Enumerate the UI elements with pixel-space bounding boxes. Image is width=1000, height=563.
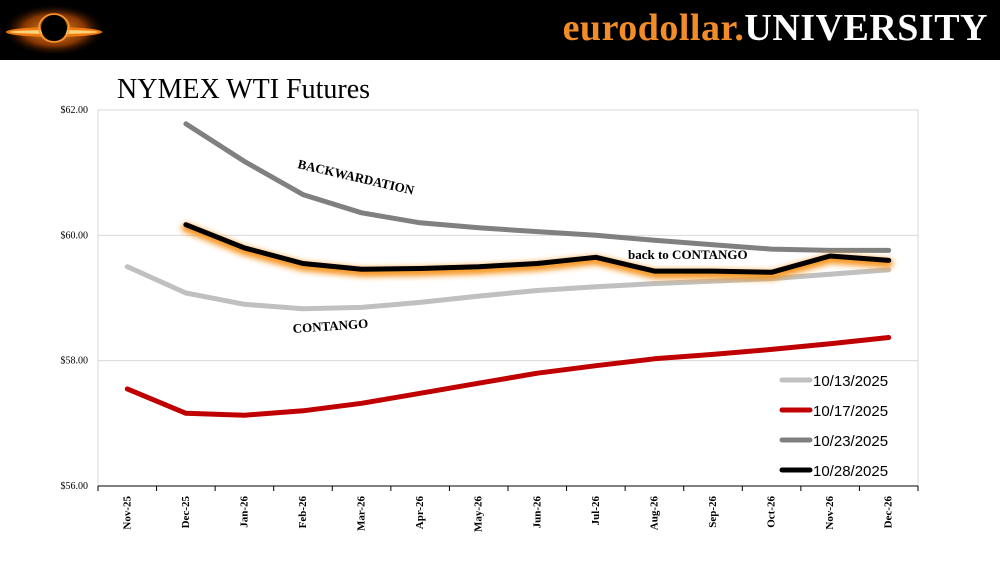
- x-tick-label: Jul-26: [590, 496, 602, 526]
- x-tick-label: Aug-26: [648, 496, 660, 531]
- x-tick-label: Jun-26: [531, 496, 543, 529]
- y-tick-label: $58.00: [61, 356, 89, 367]
- legend-label: 10/28/2025: [813, 463, 888, 480]
- x-tick-label: Oct-26: [766, 496, 778, 528]
- series-line: [183, 222, 892, 275]
- chart-annotation: CONTANGO: [292, 316, 368, 336]
- series-glow: [181, 223, 894, 280]
- y-tick-label: $62.00: [61, 105, 89, 116]
- x-tick-label: May-26: [473, 496, 485, 533]
- x-tick-label: Dec-26: [883, 496, 895, 529]
- chart-title: NYMEX WTI Futures: [117, 74, 371, 105]
- x-tick-label: Nov-25: [121, 496, 133, 530]
- series-line: [183, 121, 892, 253]
- brand-wordmark: eurodollar.UNIVERSITY: [563, 6, 988, 50]
- x-tick-label: Mar-26: [356, 496, 368, 532]
- chart-annotation: BACKWARDATION: [296, 156, 416, 198]
- y-tick-label: $56.00: [61, 481, 89, 492]
- x-tick-label: Sep-26: [707, 496, 719, 528]
- x-tick-label: Jan-26: [238, 496, 250, 528]
- x-tick-label: Feb-26: [297, 496, 309, 529]
- x-tick-label: Nov-26: [824, 496, 836, 530]
- legend-label: 10/17/2025: [813, 403, 888, 420]
- legend-label: 10/23/2025: [813, 433, 888, 450]
- y-tick-label: $60.00: [61, 230, 89, 241]
- black-hole-logo-icon: [2, 4, 106, 56]
- x-tick-label: Apr-26: [414, 496, 426, 530]
- series-line: [124, 335, 892, 418]
- brand-part-eurodollar: eurodollar.: [562, 7, 745, 49]
- brand-part-university: UNIVERSITY: [744, 7, 988, 49]
- legend-label: 10/13/2025: [813, 373, 888, 390]
- header-bar: eurodollar.UNIVERSITY: [0, 0, 1000, 60]
- x-tick-label: Dec-25: [180, 496, 192, 529]
- chart-annotation: back to CONTANGO: [628, 247, 748, 262]
